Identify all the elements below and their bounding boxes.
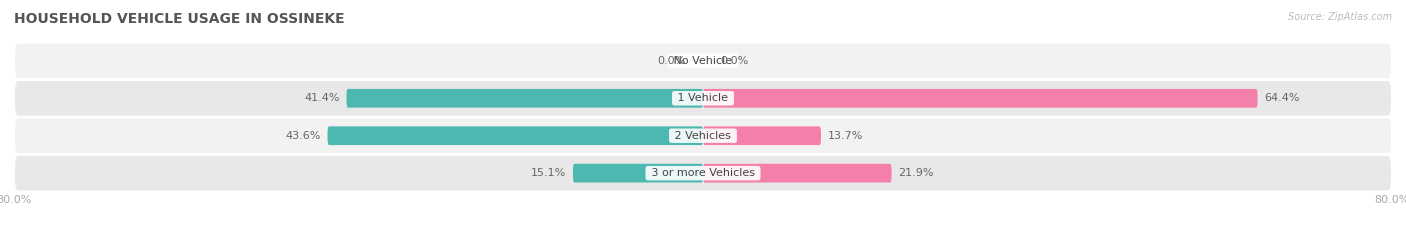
Text: 1 Vehicle: 1 Vehicle xyxy=(675,93,731,103)
Text: 41.4%: 41.4% xyxy=(304,93,340,103)
Text: HOUSEHOLD VEHICLE USAGE IN OSSINEKE: HOUSEHOLD VEHICLE USAGE IN OSSINEKE xyxy=(14,12,344,26)
Text: Source: ZipAtlas.com: Source: ZipAtlas.com xyxy=(1288,12,1392,22)
FancyBboxPatch shape xyxy=(703,164,891,183)
FancyBboxPatch shape xyxy=(328,126,703,145)
FancyBboxPatch shape xyxy=(703,126,821,145)
Text: No Vehicle: No Vehicle xyxy=(671,56,735,66)
FancyBboxPatch shape xyxy=(703,89,1257,108)
Text: 64.4%: 64.4% xyxy=(1264,93,1301,103)
Text: 13.7%: 13.7% xyxy=(828,131,863,141)
Text: 0.0%: 0.0% xyxy=(720,56,748,66)
Text: 43.6%: 43.6% xyxy=(285,131,321,141)
FancyBboxPatch shape xyxy=(346,89,703,108)
FancyBboxPatch shape xyxy=(14,80,1392,117)
Text: 15.1%: 15.1% xyxy=(531,168,567,178)
Text: 21.9%: 21.9% xyxy=(898,168,934,178)
Text: 2 Vehicles: 2 Vehicles xyxy=(671,131,735,141)
FancyBboxPatch shape xyxy=(14,155,1392,191)
Text: 0.0%: 0.0% xyxy=(658,56,686,66)
FancyBboxPatch shape xyxy=(14,43,1392,79)
FancyBboxPatch shape xyxy=(14,117,1392,154)
Text: 3 or more Vehicles: 3 or more Vehicles xyxy=(648,168,758,178)
FancyBboxPatch shape xyxy=(574,164,703,183)
